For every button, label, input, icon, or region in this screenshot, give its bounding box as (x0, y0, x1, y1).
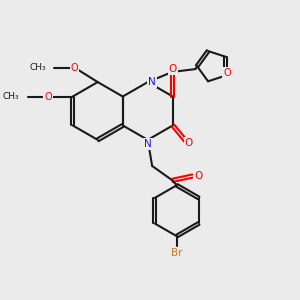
Text: N: N (144, 139, 152, 149)
Text: Br: Br (171, 248, 182, 259)
Text: CH₃: CH₃ (29, 63, 46, 72)
Text: CH₃: CH₃ (3, 92, 19, 101)
Text: O: O (224, 68, 231, 78)
Text: O: O (169, 64, 177, 74)
Text: O: O (44, 92, 52, 101)
Text: O: O (194, 171, 202, 181)
Text: O: O (71, 63, 78, 73)
Text: N: N (148, 77, 156, 87)
Text: O: O (184, 138, 193, 148)
